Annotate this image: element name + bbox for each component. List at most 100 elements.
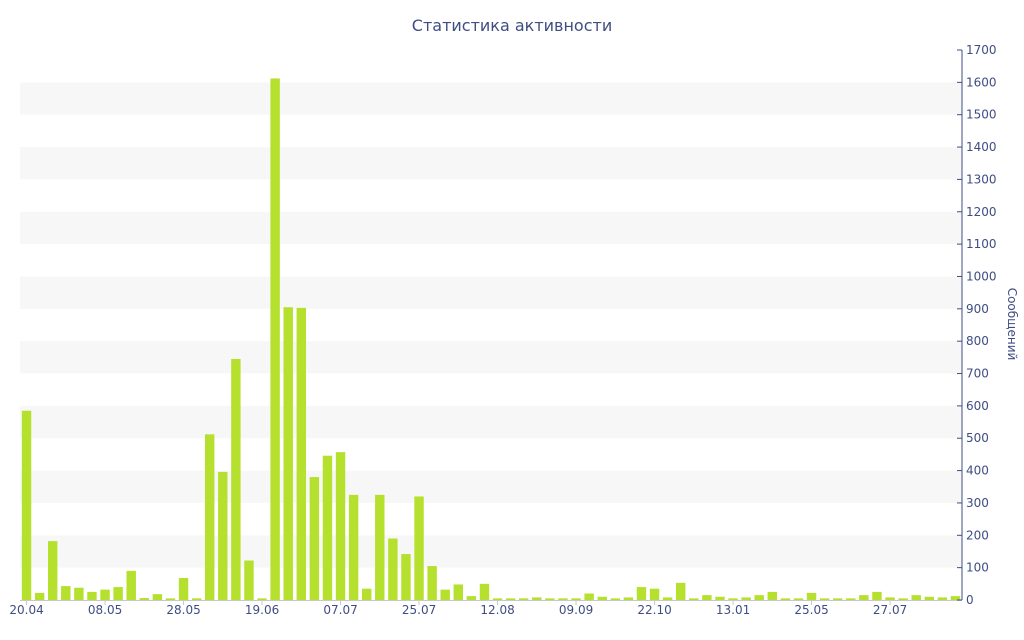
bar[interactable] <box>584 593 594 600</box>
bar[interactable] <box>414 496 424 600</box>
bar[interactable] <box>819 598 830 600</box>
bar[interactable] <box>505 598 516 600</box>
bar[interactable] <box>872 591 882 600</box>
bar[interactable] <box>715 596 725 600</box>
bar[interactable] <box>388 538 398 600</box>
bar[interactable] <box>113 587 123 600</box>
grid-band <box>20 147 962 180</box>
bar[interactable] <box>636 587 647 600</box>
bar[interactable] <box>322 455 333 600</box>
bar[interactable] <box>440 589 450 600</box>
bar[interactable] <box>885 597 895 600</box>
bar[interactable] <box>191 598 202 600</box>
bar[interactable] <box>126 570 136 600</box>
x-tick-label: 07.07 <box>323 603 357 617</box>
bar[interactable] <box>34 592 45 600</box>
bar[interactable] <box>453 584 463 600</box>
bar[interactable] <box>61 586 71 600</box>
bar[interactable] <box>283 307 293 600</box>
grid-bands <box>20 82 962 568</box>
bar[interactable] <box>623 597 634 600</box>
bar[interactable] <box>296 307 306 600</box>
bar[interactable] <box>571 598 581 600</box>
y-tick-label: 1600 <box>966 75 997 89</box>
bar[interactable] <box>754 595 764 600</box>
bar[interactable] <box>427 566 437 600</box>
bar[interactable] <box>793 598 804 600</box>
bar[interactable] <box>309 477 320 600</box>
bar[interactable] <box>244 560 254 600</box>
bar[interactable] <box>558 598 568 600</box>
bar[interactable] <box>728 598 738 600</box>
bar[interactable] <box>178 578 189 600</box>
y-tick-label: 1500 <box>966 108 997 122</box>
y-tick-label: 200 <box>966 528 989 542</box>
bar[interactable] <box>911 595 921 600</box>
chart-title: Статистика активности <box>412 16 612 35</box>
x-tick-label: 25.07 <box>402 603 436 617</box>
bar[interactable] <box>205 434 215 600</box>
bar[interactable] <box>257 598 267 600</box>
y-axis-title: Сообщений <box>1005 288 1019 361</box>
bars-group <box>21 78 961 601</box>
bar[interactable] <box>767 591 777 600</box>
y-tick-label: 1100 <box>966 237 997 251</box>
y-tick-label: 500 <box>966 431 989 445</box>
y-tick-label: 700 <box>966 367 989 381</box>
bar[interactable] <box>48 541 58 600</box>
bar[interactable] <box>610 598 620 600</box>
bar[interactable] <box>479 583 490 600</box>
bar[interactable] <box>139 598 149 600</box>
bar[interactable] <box>165 598 176 600</box>
grid-band <box>20 405 962 439</box>
bar[interactable] <box>597 596 607 600</box>
x-tick-label: 13.01 <box>716 603 750 617</box>
y-tick-label: 1200 <box>966 205 997 219</box>
bar[interactable] <box>806 592 817 600</box>
bar[interactable] <box>87 591 97 600</box>
bar[interactable] <box>937 597 948 600</box>
grid-band <box>20 341 962 374</box>
bar[interactable] <box>401 554 411 600</box>
bar[interactable] <box>833 598 843 600</box>
x-tick-label: 27.07 <box>873 603 907 617</box>
bar[interactable] <box>649 588 660 600</box>
bar[interactable] <box>859 595 869 600</box>
axes-group: 0 100 200 300 400 500 600 700 800 900 1000 1100 1200… <box>9 43 996 617</box>
bar[interactable] <box>231 358 241 600</box>
bar[interactable] <box>545 598 555 600</box>
grid-band <box>20 211 962 245</box>
grid-band <box>20 82 962 115</box>
y-tick-label: 900 <box>966 302 989 316</box>
bar[interactable] <box>689 598 699 600</box>
bar[interactable] <box>519 598 529 600</box>
bar[interactable] <box>846 598 856 600</box>
bar[interactable] <box>270 78 280 601</box>
bar[interactable] <box>21 410 32 600</box>
bar[interactable] <box>780 598 791 600</box>
bar[interactable] <box>348 494 359 600</box>
grid-band <box>20 470 962 503</box>
x-tick-label: 09.09 <box>559 603 593 617</box>
bar[interactable] <box>898 598 908 600</box>
x-tick-label: 19.06 <box>245 603 279 617</box>
bar[interactable] <box>362 588 372 600</box>
bar[interactable] <box>375 494 385 600</box>
bar[interactable] <box>741 597 751 600</box>
x-tick-label: 22.10 <box>637 603 671 617</box>
y-tick-label: 300 <box>966 496 989 510</box>
bar[interactable] <box>218 471 228 600</box>
bar[interactable] <box>676 582 686 600</box>
bar[interactable] <box>100 589 110 600</box>
bar[interactable] <box>74 587 84 600</box>
bar[interactable] <box>950 596 961 600</box>
bar[interactable] <box>466 596 477 600</box>
bar[interactable] <box>702 595 712 600</box>
bar[interactable] <box>152 594 163 600</box>
bar[interactable] <box>662 597 673 600</box>
bar[interactable] <box>924 596 934 600</box>
bar[interactable] <box>335 452 346 600</box>
bar[interactable] <box>492 598 503 600</box>
bar[interactable] <box>532 597 542 600</box>
